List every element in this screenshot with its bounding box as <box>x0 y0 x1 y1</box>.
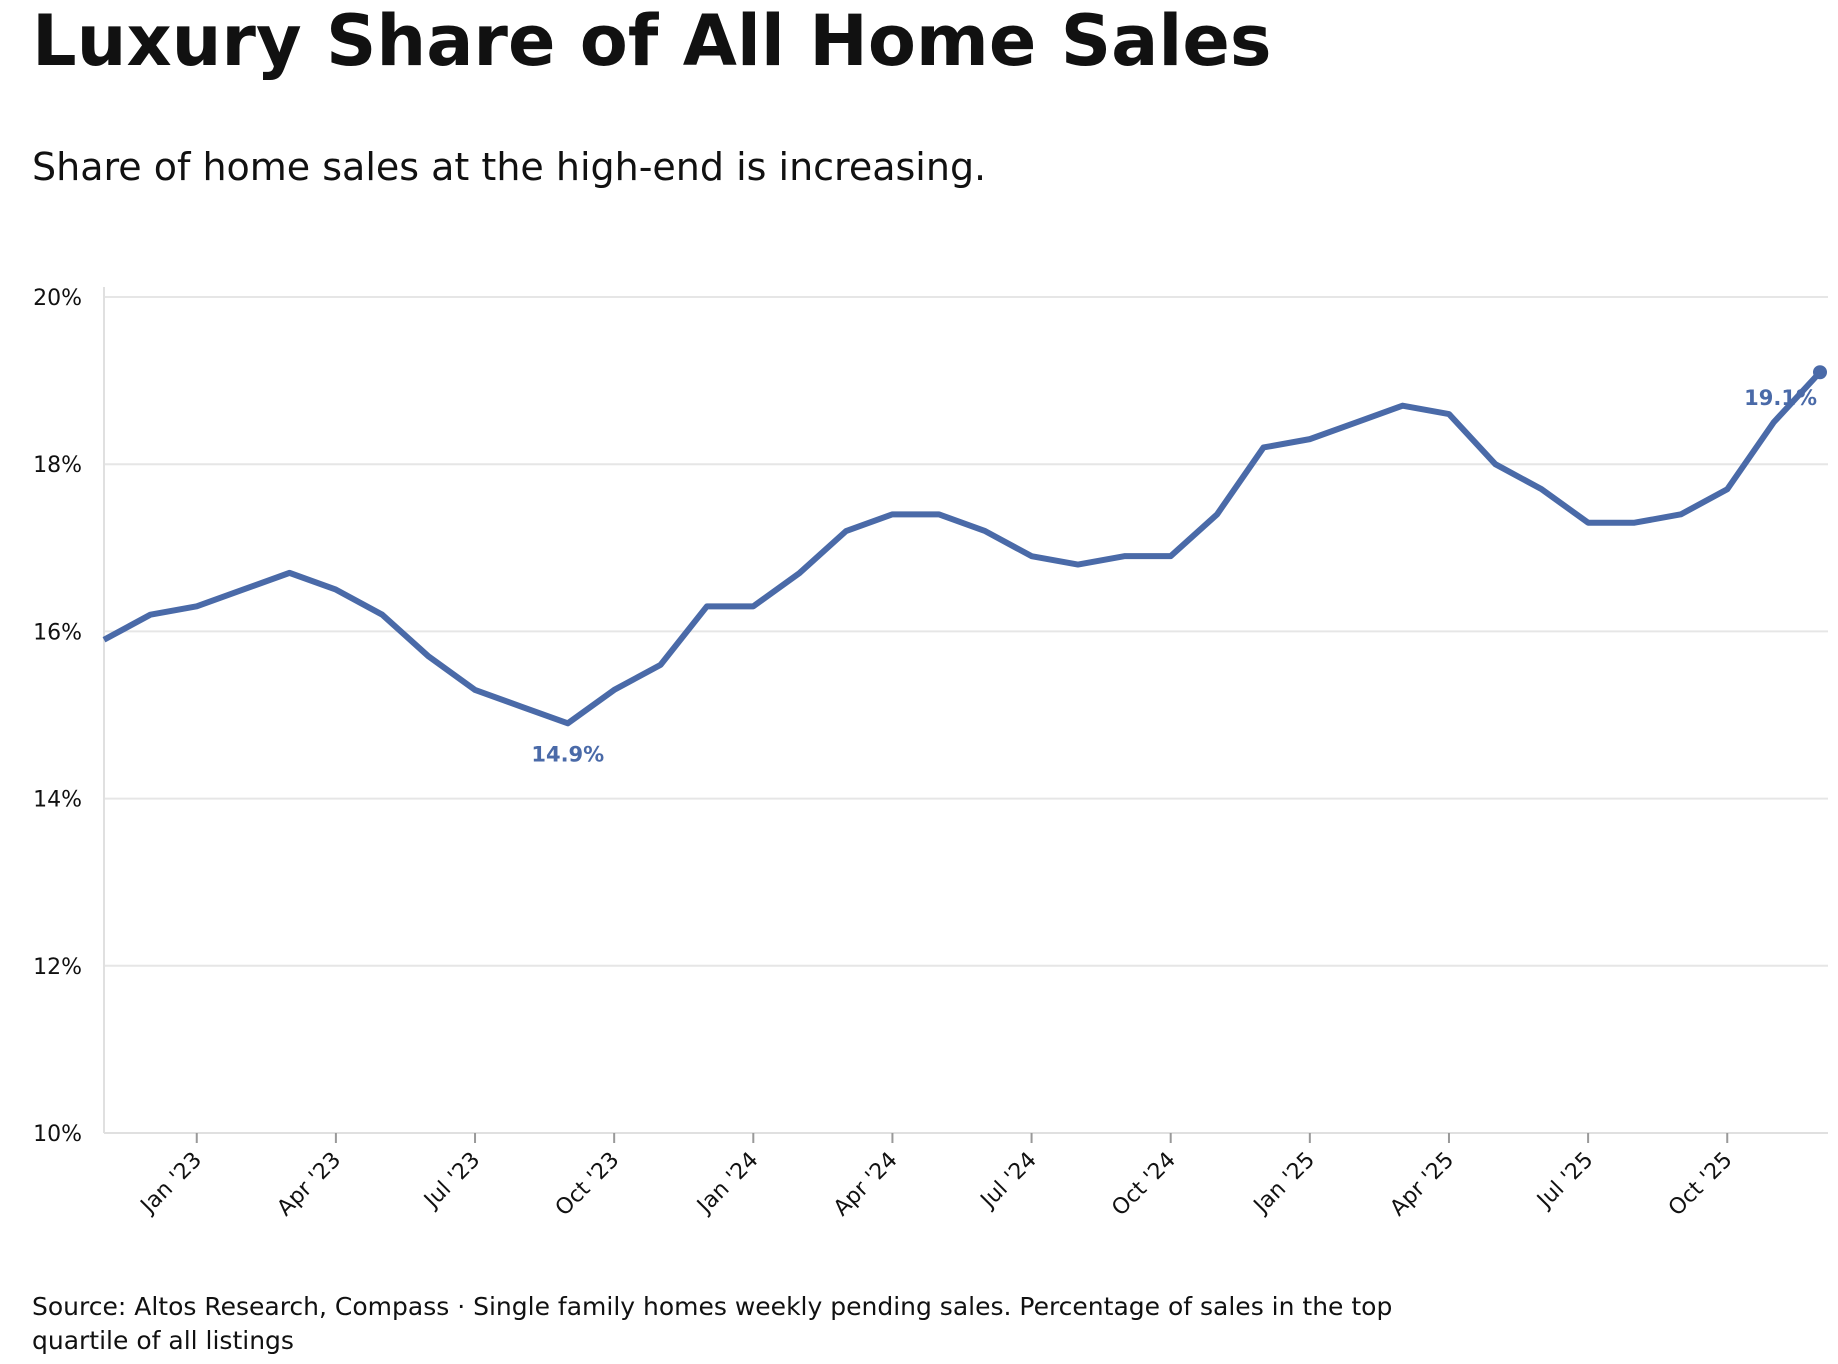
x-tick-label: Oct '24 <box>1107 1148 1181 1222</box>
x-tick-label: Jul '25 <box>1531 1148 1598 1215</box>
source-box: Source: Altos Research, Compass · Single… <box>32 1292 1393 1355</box>
y-tick-label: 10% <box>33 1122 82 1147</box>
y-tick-label: 14% <box>33 788 82 813</box>
x-tick-label: Apr '25 <box>1386 1148 1460 1222</box>
chart-subtitle: Share of home sales at the high-end is i… <box>32 145 986 189</box>
end-point <box>1813 365 1827 380</box>
y-tick-label: 12% <box>33 955 82 980</box>
line-series <box>102 370 1823 727</box>
x-tick-label: Oct '25 <box>1664 1148 1738 1222</box>
x-tick-label: Jan '23 <box>135 1148 207 1220</box>
value-label: 14.9% <box>531 742 604 766</box>
y-tick-label: 20% <box>33 286 82 311</box>
x-tick-label: Jul '23 <box>418 1148 485 1215</box>
x-tick-label: Apr '23 <box>273 1148 347 1222</box>
x-tick-label: Jul '24 <box>975 1148 1042 1215</box>
chart-title: Luxury Share of All Home Sales <box>32 0 1272 82</box>
y-tick-label: 16% <box>33 620 82 645</box>
value-label: 19.1% <box>1744 386 1817 410</box>
x-tick-label: Apr '24 <box>829 1148 903 1222</box>
y-tick-label: 18% <box>33 453 82 478</box>
x-tick-label: Jan '24 <box>691 1148 763 1220</box>
x-tick-label: Jan '25 <box>1248 1148 1320 1220</box>
source-note: Source: Altos Research, Compass · Single… <box>32 1292 1393 1355</box>
x-tick-label: Oct '23 <box>551 1148 625 1222</box>
